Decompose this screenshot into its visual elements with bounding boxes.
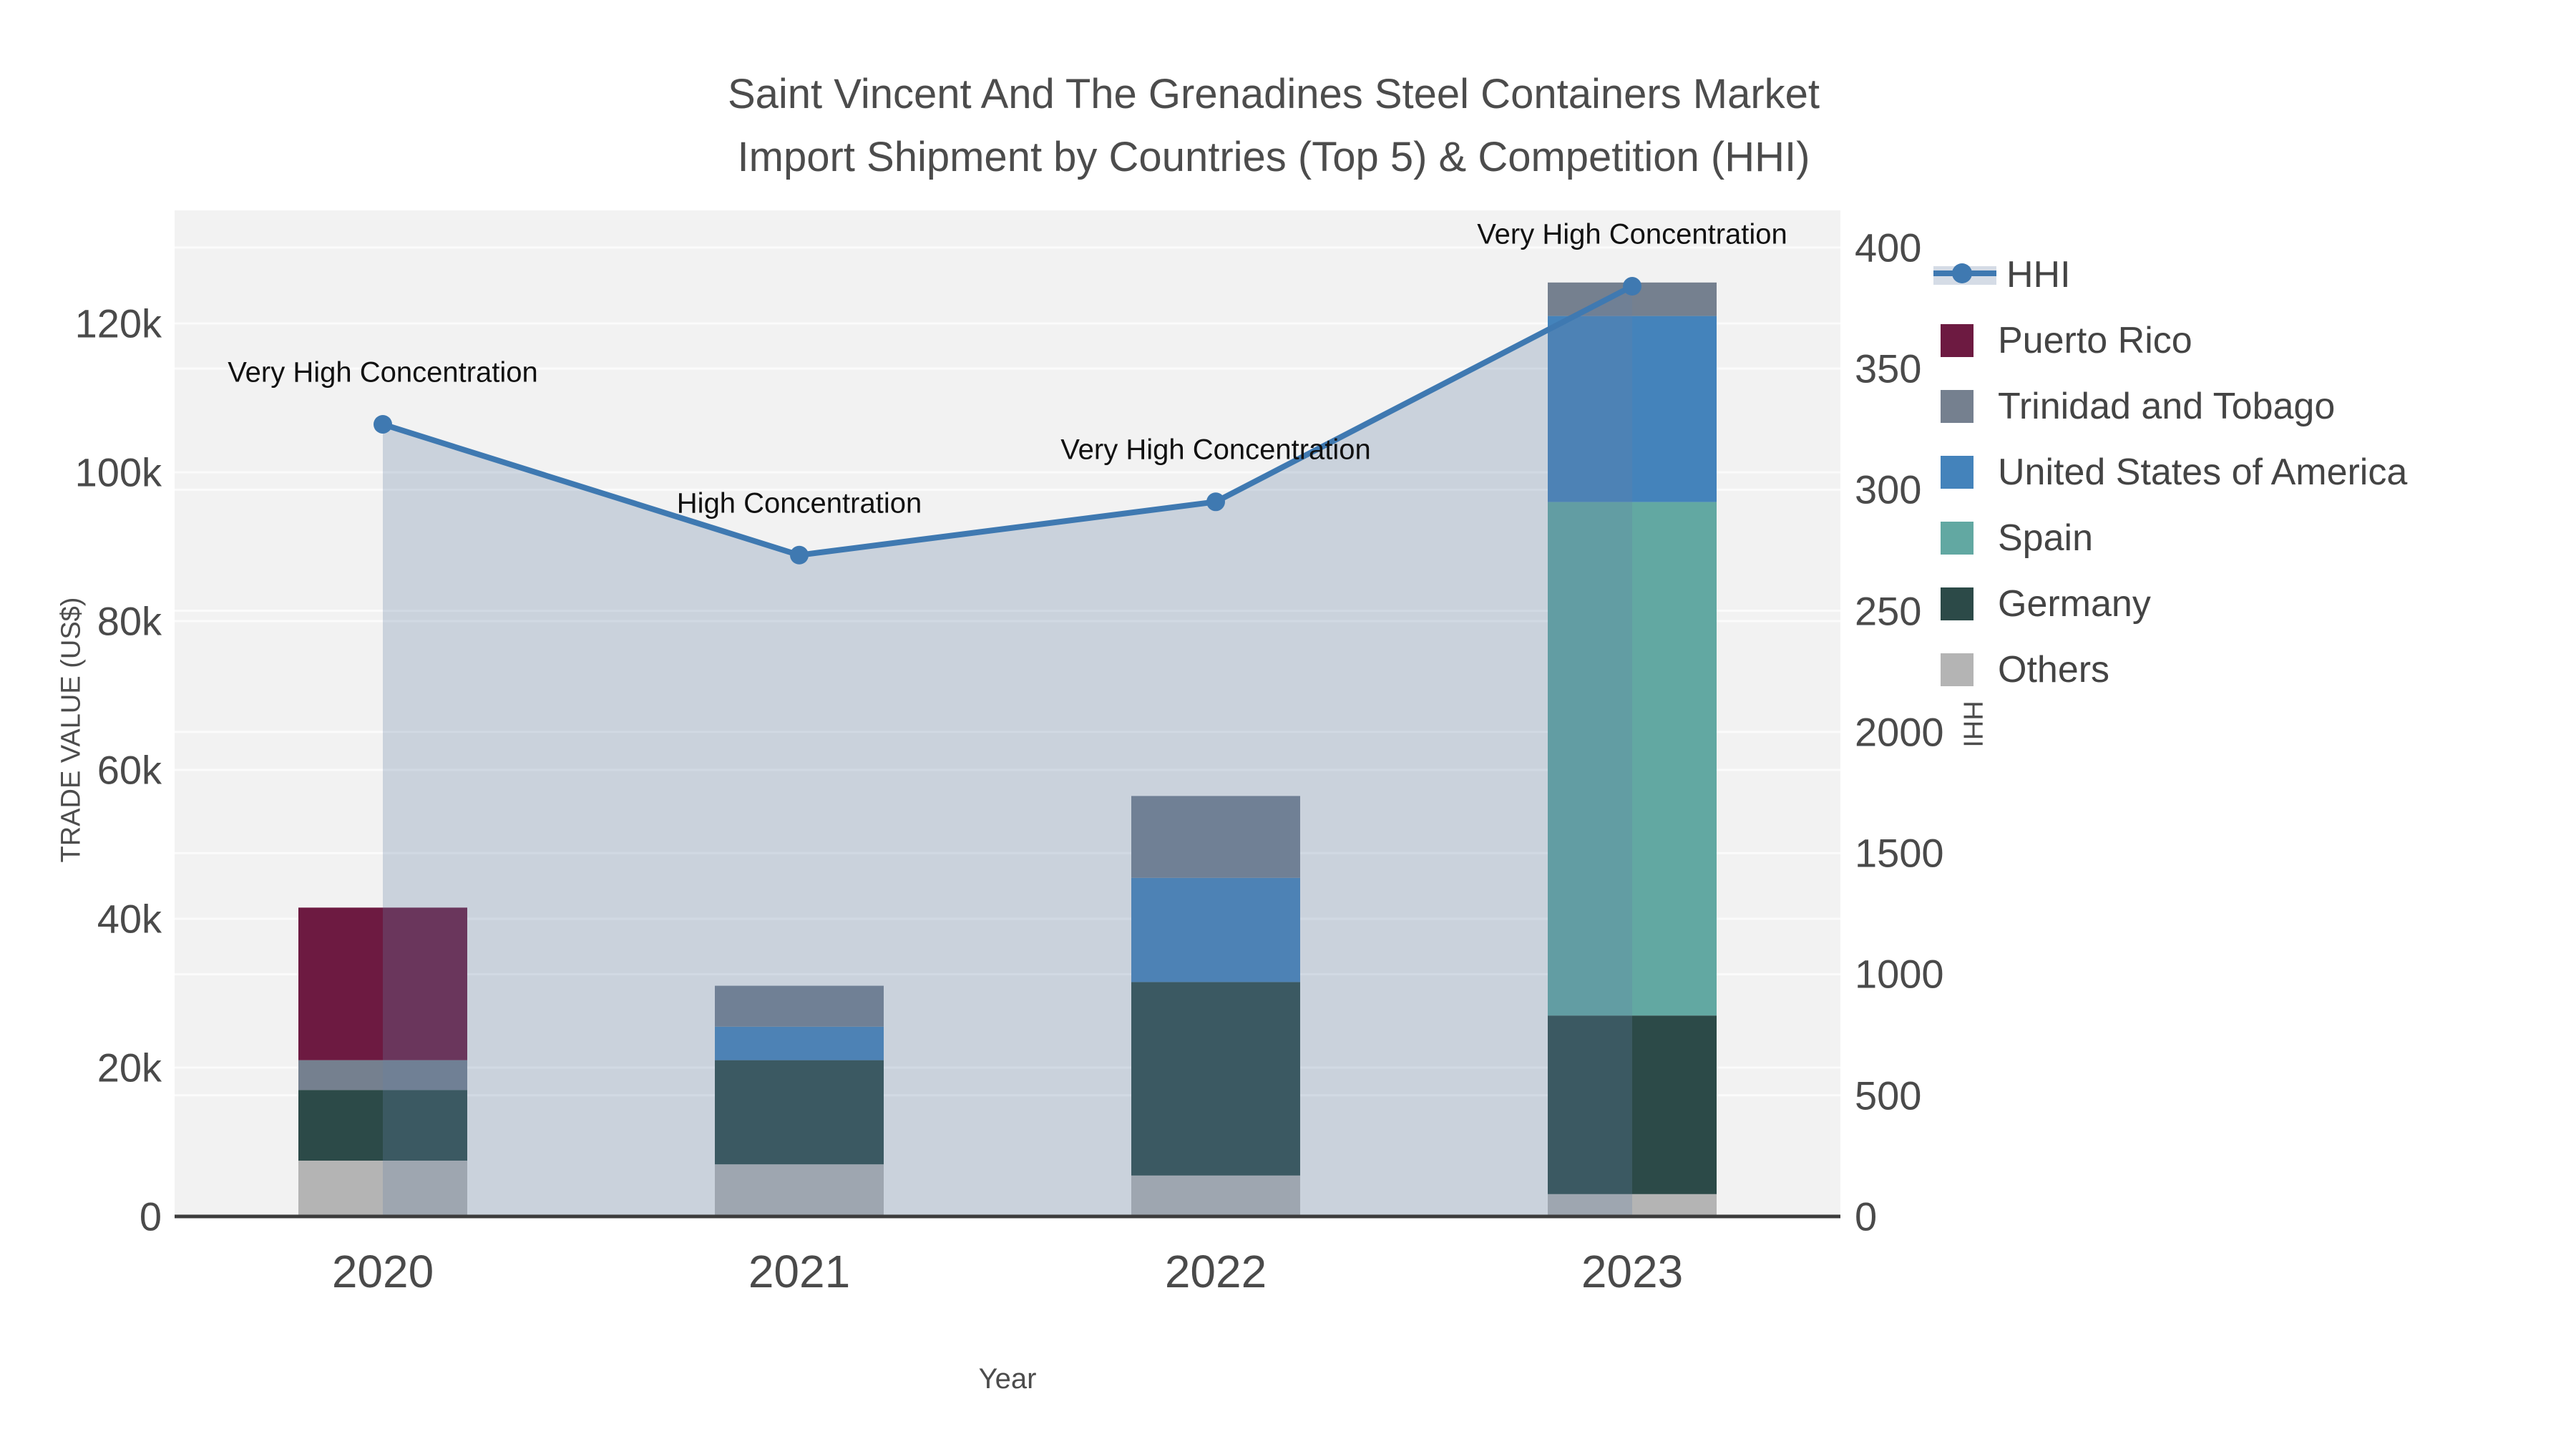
bar-2021-trinidad-and-tobago[interactable]	[715, 985, 884, 1027]
bar-2022-united-states-of-america[interactable]	[1131, 877, 1300, 982]
annotation-2023: Very High Concentration	[1477, 218, 1787, 250]
legend-item-hhi[interactable]: HHI	[1933, 242, 2407, 308]
bar-2020-germany[interactable]	[298, 1090, 467, 1161]
x-tick-2023: 2023	[1581, 1246, 1684, 1297]
legend-swatch-icon	[1941, 522, 1974, 555]
legend-item-spain[interactable]: Spain	[1941, 505, 2407, 571]
bar-2023-germany[interactable]	[1548, 1015, 1717, 1194]
bar-2022-others[interactable]	[1131, 1175, 1300, 1216]
bar-2023-united-states-of-america[interactable]	[1548, 316, 1717, 502]
legend-item-trinidad-and-tobago[interactable]: Trinidad and Tobago	[1941, 374, 2407, 439]
x-tick-2022: 2022	[1164, 1246, 1267, 1297]
legend-label: Germany	[1998, 583, 2151, 625]
bar-2023-others[interactable]	[1548, 1194, 1717, 1216]
legend-label: United States of America	[1998, 452, 2408, 493]
hhi-marker-2020[interactable]	[374, 414, 392, 434]
y-right-tick-250: 250	[1855, 588, 1922, 634]
legend-label: Spain	[1998, 517, 2093, 559]
bar-2021-united-states-of-america[interactable]	[715, 1026, 884, 1060]
bar-2022-trinidad-and-tobago[interactable]	[1131, 796, 1300, 878]
chart-title-line1: Saint Vincent And The Grenadines Steel C…	[727, 71, 1820, 117]
bar-2021-others[interactable]	[715, 1164, 884, 1216]
y-right-tick-1500: 1500	[1855, 830, 1944, 876]
annotation-2022: Very High Concentration	[1060, 434, 1371, 466]
hhi-line	[381, 283, 1634, 558]
bar-2023-spain[interactable]	[1548, 502, 1717, 1016]
y-right-tick-500: 500	[1855, 1073, 1922, 1118]
y-left-tick-60k: 60k	[97, 747, 162, 793]
chart-title-line2: Import Shipment by Countries (Top 5) & C…	[737, 134, 1810, 180]
legend-label: Others	[1998, 649, 2110, 691]
legend-label: Puerto Rico	[1998, 320, 2192, 361]
bar-2020-trinidad-and-tobago[interactable]	[298, 1060, 467, 1091]
bar-2020-puerto-rico[interactable]	[298, 907, 467, 1060]
annotation-2021: High Concentration	[676, 487, 922, 519]
y-right-tick-350: 350	[1855, 346, 1922, 391]
x-tick-2021: 2021	[748, 1246, 851, 1297]
y-right-axis-title: HHI	[1957, 701, 1988, 748]
legend: HHI Puerto Rico Trinidad and Tobago United …	[1933, 242, 2407, 703]
legend-item-puerto-rico[interactable]: Puerto Rico	[1941, 308, 2407, 374]
hhi-line-icon	[1933, 260, 1996, 289]
y-left-axis-title: TRADE VALUE (US$)	[56, 597, 87, 863]
bar-2020-others[interactable]	[298, 1161, 467, 1216]
annotation-2020: Very High Concentration	[228, 356, 538, 389]
y-left-tick-40k: 40k	[97, 896, 162, 942]
legend-swatch-icon	[1941, 587, 1974, 620]
legend-label: HHI	[2006, 254, 2071, 296]
hhi-marker-2021[interactable]	[790, 545, 809, 565]
y-right-tick-400: 400	[1855, 225, 1922, 270]
x-axis-title: Year	[978, 1363, 1037, 1395]
legend-swatch-icon	[1941, 456, 1974, 489]
hhi-marker-2022[interactable]	[1206, 492, 1225, 512]
legend-swatch-icon	[1941, 390, 1974, 423]
bar-2022-germany[interactable]	[1131, 982, 1300, 1176]
bar-2021-germany[interactable]	[715, 1060, 884, 1165]
y-right-tick-2000: 2000	[1855, 709, 1944, 755]
y-left-tick-120k: 120k	[74, 301, 162, 346]
y-right-tick-0: 0	[1855, 1194, 1878, 1239]
y-left-tick-20k: 20k	[97, 1045, 162, 1091]
legend-item-others[interactable]: Others	[1941, 637, 2407, 703]
x-tick-2020: 2020	[331, 1246, 434, 1297]
chart-title: Saint Vincent And The Grenadines Steel C…	[0, 63, 2547, 189]
y-left-tick-80k: 80k	[97, 598, 162, 644]
y-left-tick-0: 0	[139, 1194, 162, 1239]
hhi-area-fill	[383, 286, 1632, 1217]
y-right-tick-300: 300	[1855, 467, 1922, 512]
y-left-tick-100k: 100k	[74, 449, 162, 495]
legend-swatch-icon	[1941, 324, 1974, 357]
legend-swatch-icon	[1941, 653, 1974, 686]
legend-item-united-states-of-america[interactable]: United States of America	[1941, 439, 2407, 505]
y-right-tick-1000: 1000	[1855, 951, 1944, 997]
legend-item-germany[interactable]: Germany	[1941, 571, 2407, 637]
hhi-marker-2023[interactable]	[1623, 277, 1641, 296]
legend-label: Trinidad and Tobago	[1998, 386, 2336, 427]
